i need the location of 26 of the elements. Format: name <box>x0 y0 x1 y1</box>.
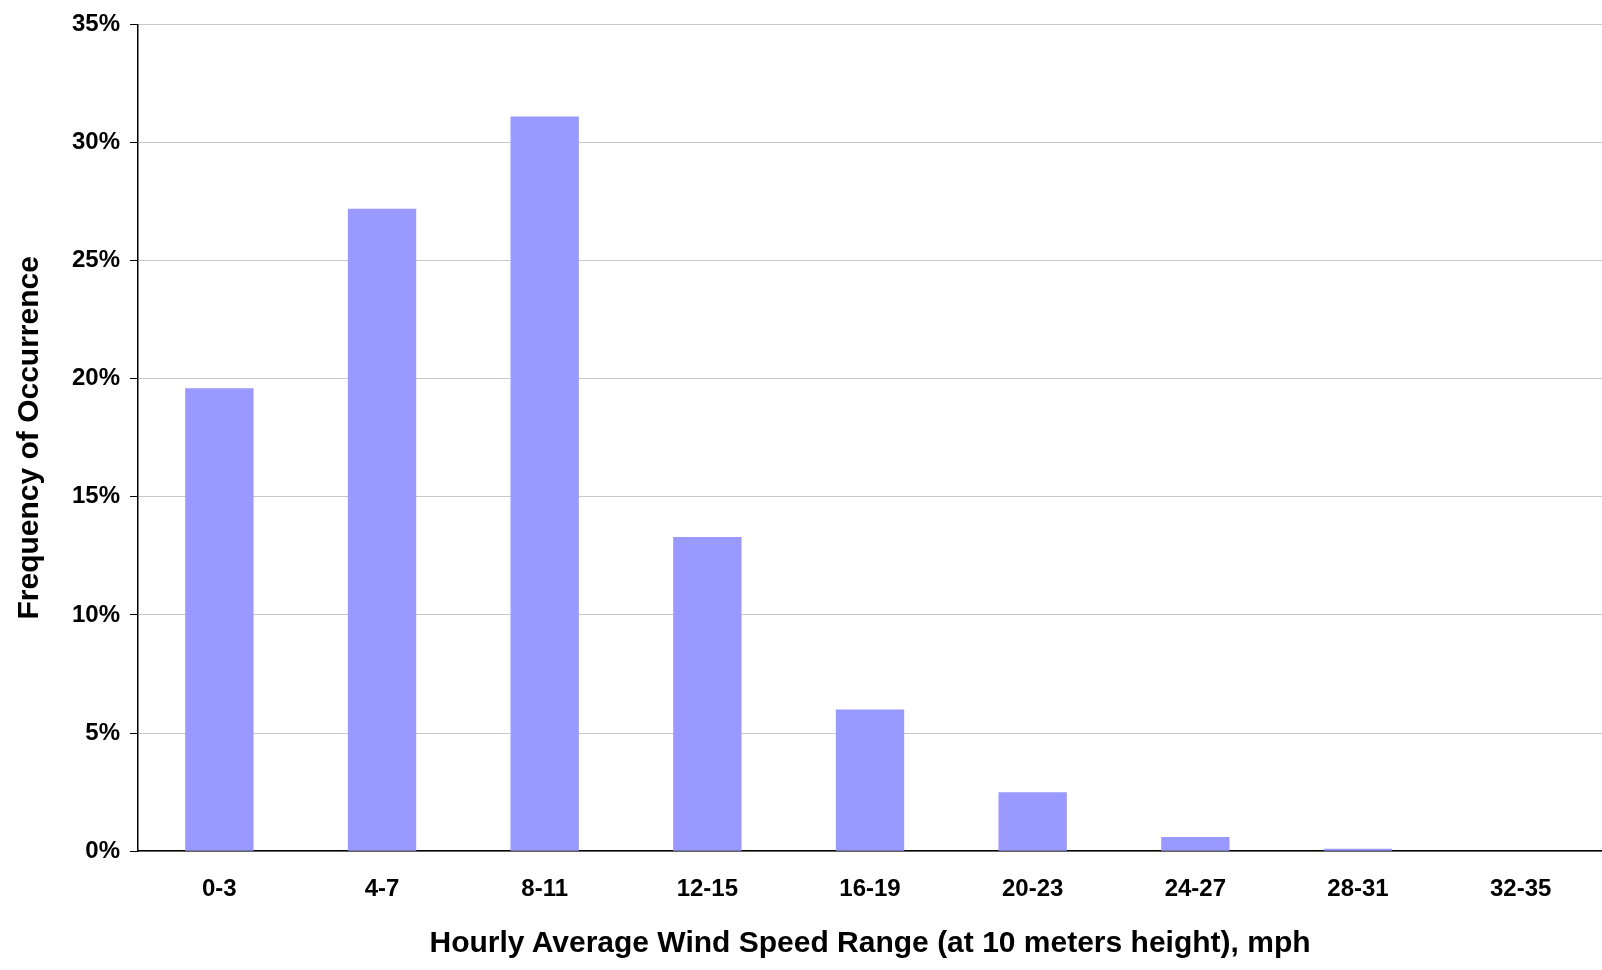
y-tick-label: 30% <box>71 127 121 155</box>
x-tick-label: 28-31 <box>1327 874 1389 902</box>
x-tick-label: 16-19 <box>839 874 901 902</box>
y-tick-label: 25% <box>71 245 121 273</box>
x-tick-label: 12-15 <box>676 874 739 902</box>
x-tick-label: 32-35 <box>1489 874 1552 902</box>
bar <box>1161 837 1230 851</box>
x-axis-title: Hourly Average Wind Speed Range (at 10 meters height), mph <box>429 925 1311 959</box>
y-tick-label: 10% <box>71 599 121 627</box>
y-tick-label: 5% <box>85 717 121 745</box>
y-tick-label: 15% <box>71 481 121 509</box>
y-axis-title: Frequency of Occurrence <box>11 256 45 620</box>
bar <box>673 537 742 851</box>
x-tick-label: 20-23 <box>1001 874 1064 902</box>
x-tick-label: 24-27 <box>1164 874 1227 902</box>
bar <box>835 709 905 851</box>
y-tick-label: 20% <box>71 363 121 391</box>
bar <box>185 388 254 851</box>
bar <box>998 792 1067 851</box>
y-tick-label: 0% <box>85 835 121 863</box>
bar <box>510 116 579 851</box>
bar <box>347 208 417 851</box>
x-tick-label: 8-11 <box>521 874 569 902</box>
y-tick-label: 35% <box>71 9 121 37</box>
x-tick-label: 0-3 <box>202 874 237 902</box>
x-tick-label: 4-7 <box>364 874 400 902</box>
